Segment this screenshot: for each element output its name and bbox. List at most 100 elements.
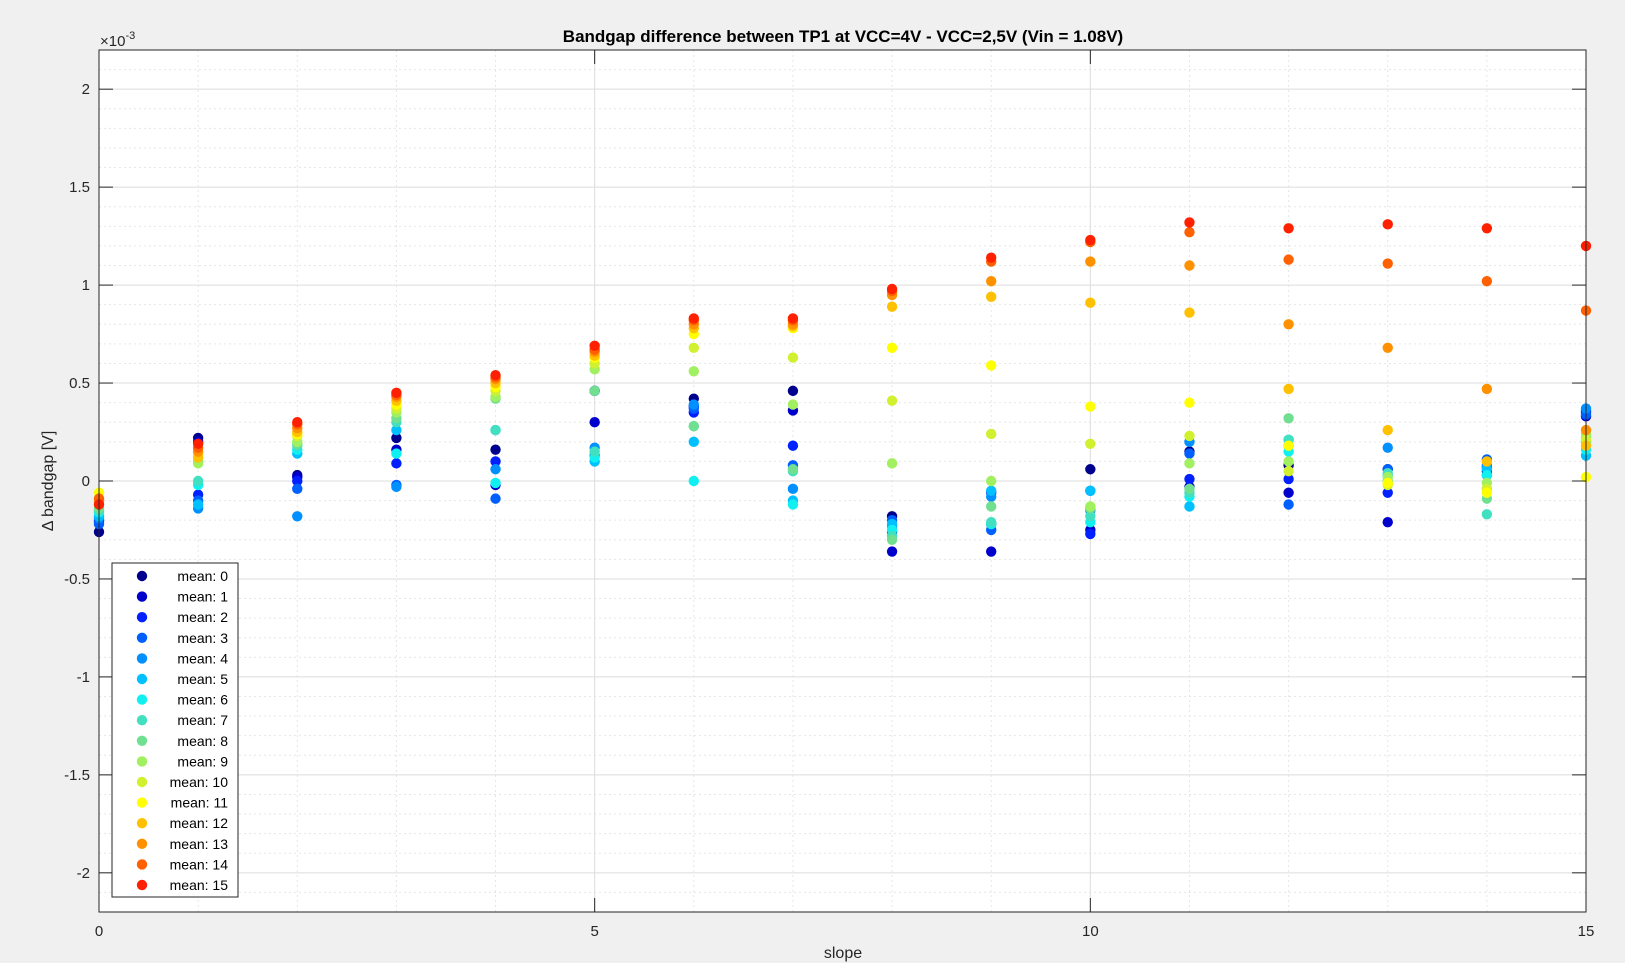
data-point [787,483,799,495]
data-point [986,485,997,496]
data-point [490,444,501,455]
data-point [1481,509,1493,520]
data-point [1481,487,1493,498]
data-point [787,440,799,451]
data-point [1481,383,1493,395]
y-tick-labels: -2 -1.5 -1 -0.5 0 0.5 1 1.5 2 [64,81,90,882]
data-point [1283,456,1294,467]
data-point [1085,528,1096,540]
data-point [589,417,600,428]
y-tick-label: -2 [77,865,90,882]
exponent-base: ×10 [100,33,125,50]
data-point [1283,413,1294,424]
legend-marker [136,570,148,582]
data-point [292,511,303,522]
data-point [1184,448,1195,459]
data-point [1085,438,1096,449]
data-point [1085,297,1096,308]
legend-entry: mean: 6 [177,692,228,708]
data-point [986,501,997,512]
data-point [1283,319,1294,330]
data-point [1382,442,1393,453]
legend-marker [136,673,148,685]
data-point [787,499,799,510]
data-point [1085,256,1096,267]
legend-marker [136,818,148,829]
data-point [986,275,997,287]
data-point [1283,383,1294,395]
data-point [292,475,303,487]
x-tick-label: 15 [1578,923,1595,940]
data-point [391,432,402,444]
data-point [490,456,501,467]
data-point [589,446,600,457]
data-point [490,424,501,436]
y-tick-label: 0 [82,473,90,490]
data-point [688,399,699,410]
data-point [1382,342,1393,353]
data-point [886,395,898,406]
data-point [1481,469,1493,481]
data-point [192,438,204,449]
legend-entry: mean: 2 [177,609,228,625]
legend-entry: mean: 0 [177,568,228,584]
data-point [589,385,600,397]
data-point [787,399,799,410]
legend-entry: mean: 15 [170,877,229,893]
data-point [1382,516,1393,528]
data-point [391,448,402,459]
data-point [1184,217,1195,228]
legend-entry: mean: 14 [170,856,229,872]
data-point [1283,487,1294,498]
data-point [886,301,898,312]
data-point [986,546,997,557]
data-point [1184,473,1195,485]
data-point [192,499,204,510]
legend-marker [136,694,148,705]
data-point [688,436,699,448]
legend-entry: mean: 11 [171,795,229,811]
data-point [688,475,699,487]
data-point [1481,275,1493,287]
data-point [1283,440,1294,451]
data-point [1184,260,1195,271]
legend-marker [136,797,148,808]
y-tick-label: 1 [82,277,90,294]
y-axis-exponent: ×10-3 [100,30,135,50]
data-point [1382,219,1393,230]
data-point [589,340,600,352]
data-point [986,360,997,371]
data-point [787,385,799,397]
legend-entry: mean: 10 [170,774,229,790]
y-tick-label: 0.5 [69,375,90,392]
data-point [1283,254,1294,265]
legend-entry: mean: 8 [177,733,228,749]
legend-entry: mean: 3 [177,630,228,646]
axis-ticks [98,50,1587,912]
data-point [787,352,799,363]
legend-box [111,562,239,898]
data-point [1283,473,1294,485]
data-points [93,217,1592,557]
y-tick-label: -1 [77,669,90,686]
data-point [391,458,402,469]
data-point [192,475,204,487]
data-point [986,291,997,303]
legend-marker [136,715,148,726]
data-point [787,464,799,475]
data-point [688,366,699,377]
legend-entry: mean: 5 [177,671,228,687]
chart-title: Bandgap difference between TP1 at VCC=4V… [563,27,1123,46]
legend-entry: mean: 9 [177,753,228,769]
data-point [986,475,997,487]
y-tick-label: 1.5 [69,179,90,196]
data-point [490,370,501,381]
legend-marker [136,735,148,746]
y-axis-label: Δ bandgap [V] [40,431,57,532]
data-point [886,342,898,353]
legend-marker [136,591,148,602]
data-point [490,464,501,475]
data-point [1481,456,1493,467]
data-point [1184,397,1195,408]
legend-marker [136,756,148,767]
